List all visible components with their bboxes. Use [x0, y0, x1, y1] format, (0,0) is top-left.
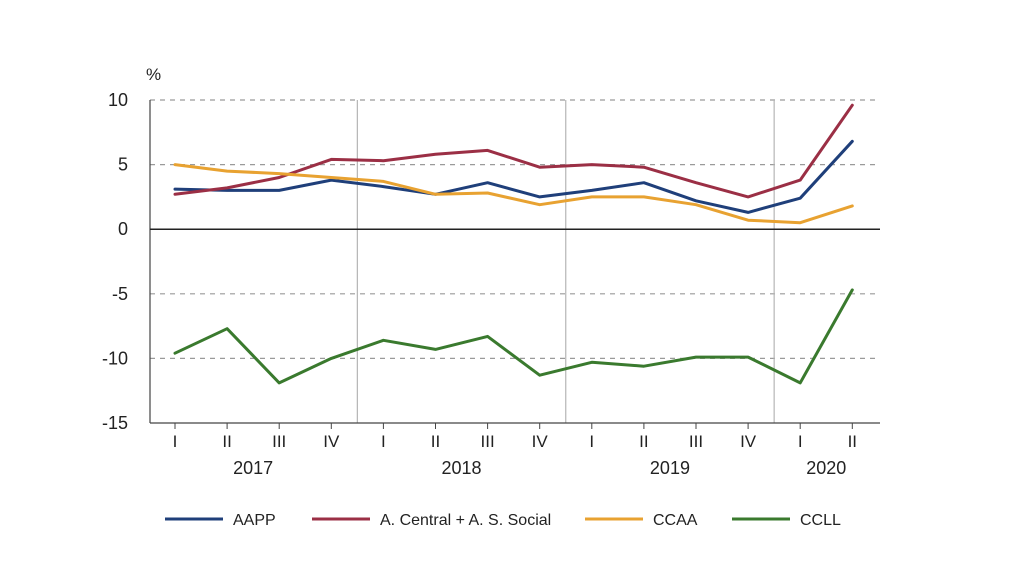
- x-tick-label: I: [381, 432, 386, 451]
- y-tick-label: 5: [118, 155, 128, 175]
- series-line-aapp: [173, 139, 854, 214]
- year-label: 2018: [442, 458, 482, 478]
- series-line-ccaa: [173, 163, 854, 225]
- x-tick-label: IV: [532, 432, 549, 451]
- x-tick-label: III: [481, 432, 495, 451]
- y-axis-label: %: [146, 65, 161, 84]
- legend-label: CCAA: [653, 512, 698, 529]
- series-line-ccll: [173, 288, 854, 385]
- year-label: 2017: [233, 458, 273, 478]
- y-tick-label: -10: [102, 348, 128, 368]
- x-tick-label: II: [639, 432, 648, 451]
- y-tick-label: 10: [108, 90, 128, 110]
- y-tick-label: -5: [112, 284, 128, 304]
- legend-label: CCLL: [800, 512, 841, 529]
- x-tick-label: IV: [323, 432, 340, 451]
- x-tick-label: I: [589, 432, 594, 451]
- x-tick-label: II: [222, 432, 231, 451]
- series-line-a-central-a-s-social: [173, 103, 854, 199]
- x-tick-label: III: [272, 432, 286, 451]
- x-tick-label: II: [848, 432, 857, 451]
- year-label: 2020: [806, 458, 846, 478]
- y-tick-label: 0: [118, 219, 128, 239]
- x-tick-label: IV: [740, 432, 757, 451]
- legend-label: AAPP: [233, 512, 276, 529]
- legend-label: A. Central + A. S. Social: [380, 512, 551, 529]
- y-tick-label: -15: [102, 413, 128, 433]
- x-tick-label: II: [431, 432, 440, 451]
- x-tick-label: I: [798, 432, 803, 451]
- x-tick-label: III: [689, 432, 703, 451]
- x-tick-label: I: [173, 432, 178, 451]
- year-label: 2019: [650, 458, 690, 478]
